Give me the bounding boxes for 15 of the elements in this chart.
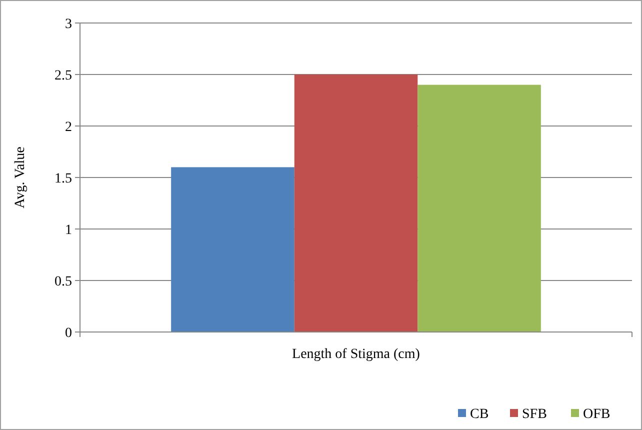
legend-label: OFB	[583, 407, 610, 422]
bar	[171, 167, 294, 332]
legend-label: SFB	[522, 407, 547, 422]
y-axis-title: Avg. Value	[13, 146, 28, 208]
bar	[418, 84, 541, 332]
y-tick-label: 1	[65, 222, 72, 238]
y-tick-label: 0.5	[54, 274, 72, 290]
y-tick-label: 0	[65, 326, 72, 341]
y-tick-label: 2	[65, 120, 72, 135]
y-tick-label: 1.5	[54, 171, 72, 186]
bar	[294, 74, 418, 332]
x-tick-label: Length of Stigma (cm)	[292, 347, 420, 362]
y-tick-label: 2.5	[54, 68, 72, 84]
y-tick-label: 3	[65, 16, 72, 32]
legend-label: CB	[470, 407, 489, 422]
